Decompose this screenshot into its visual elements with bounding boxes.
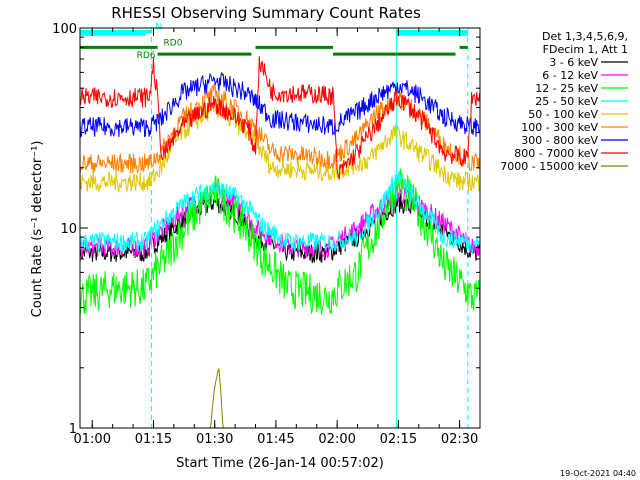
legend-header-line: FDecim 1, Att 1 xyxy=(543,43,628,56)
x-tick-label: 02:15 xyxy=(380,432,417,447)
chart-title: RHESSI Observing Summary Count Rates xyxy=(111,4,421,22)
x-axis-label: Start Time (26-Jan-14 00:57:02) xyxy=(176,456,384,471)
legend: Det 1,3,4,5,6,9,FDecim 1, Att 13 - 6 keV… xyxy=(500,30,628,173)
series-line-5 xyxy=(80,83,480,174)
footer-timestamp: 19-Oct-2021 04:40 xyxy=(560,469,636,478)
legend-entry-label: 300 - 800 keV xyxy=(521,134,598,147)
legend-entry-label: 7000 - 15000 keV xyxy=(500,160,598,173)
y-axis-label: Count Rate (s⁻¹ detector⁻¹) xyxy=(30,141,45,318)
legend-entry-label: 3 - 6 keV xyxy=(549,56,598,69)
x-tick-label: 02:30 xyxy=(441,432,478,447)
x-tick-label: 01:30 xyxy=(196,432,233,447)
series-line-3 xyxy=(80,171,480,254)
axes: 01:00 01:15 01:30 01:45 02:00 02:15 02:30 1 10 10… xyxy=(52,22,481,447)
y-tick-label: 10 xyxy=(60,222,77,237)
legend-header-line: Det 1,3,4,5,6,9, xyxy=(542,30,628,43)
legend-entry-label: 50 - 100 keV xyxy=(528,108,598,121)
legend-entry-label: 100 - 300 keV xyxy=(521,121,598,134)
status-bar-label: RD6 xyxy=(137,51,156,61)
x-tick-label: 01:00 xyxy=(74,432,111,447)
y-tick-label: 100 xyxy=(52,22,77,37)
x-tick-label: 01:45 xyxy=(257,432,294,447)
legend-entry-label: 12 - 25 keV xyxy=(535,82,598,95)
series-line-6 xyxy=(80,71,480,139)
series-line-7 xyxy=(80,56,480,180)
legend-entry-label: 6 - 12 keV xyxy=(542,69,598,82)
legend-entry-label: 25 - 50 keV xyxy=(535,95,598,108)
status-bar-label: RD0 xyxy=(164,38,183,48)
series-line-2 xyxy=(80,168,480,316)
series-line-4 xyxy=(80,97,480,193)
x-tick-label: 02:00 xyxy=(318,432,355,447)
y-tick-label: 1 xyxy=(69,422,77,437)
x-tick-label: 01:15 xyxy=(135,432,172,447)
legend-entry-label: 800 - 7000 keV xyxy=(514,147,598,160)
plot-content xyxy=(80,28,480,428)
